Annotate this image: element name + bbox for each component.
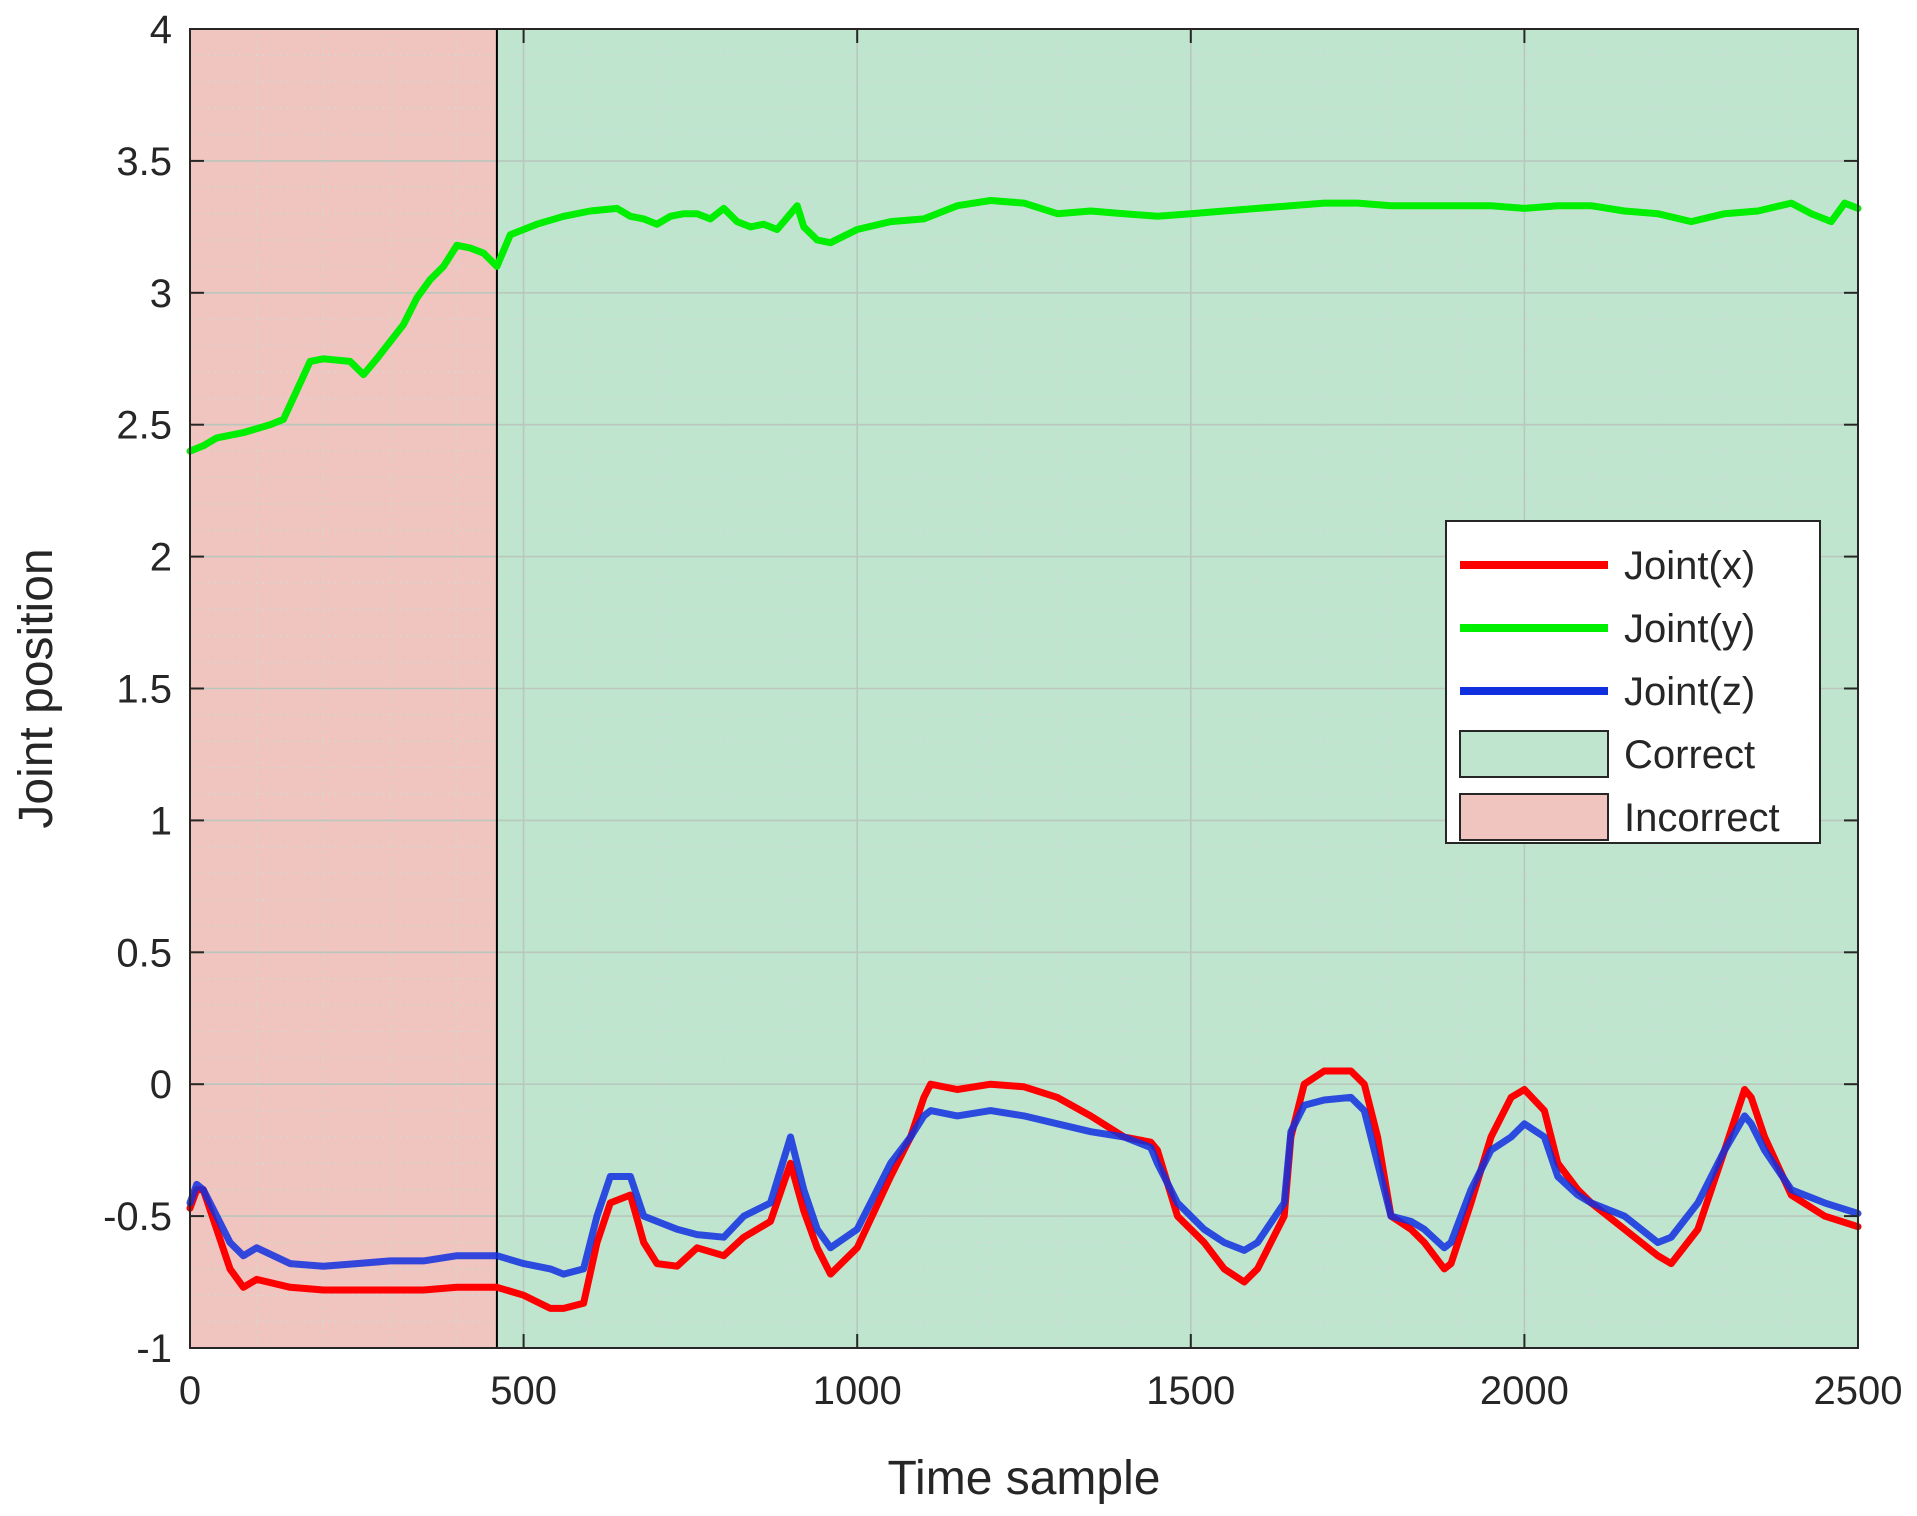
y-axis-title: Joint position <box>10 548 63 828</box>
legend-swatch-incorrect <box>1459 793 1609 841</box>
x-tick-label: 500 <box>490 1369 557 1413</box>
x-tick-label: 1500 <box>1146 1369 1235 1413</box>
legend-label-incorrect: Incorrect <box>1624 796 1780 840</box>
legend-label-correct: Correct <box>1624 733 1755 777</box>
y-tick-label: 4 <box>150 8 172 52</box>
legend-label-joint-z: Joint(z) <box>1624 670 1755 714</box>
series-line-joint-y <box>186 197 1862 455</box>
x-tick-label: 2000 <box>1480 1369 1569 1413</box>
y-tick-label: -0.5 <box>103 1195 172 1239</box>
y-tick-label: -1 <box>136 1327 172 1371</box>
x-axis-title: Time sample <box>888 1452 1161 1505</box>
legend-box <box>1445 520 1821 844</box>
y-tick-label: 0 <box>150 1063 172 1107</box>
x-tick-label: 1000 <box>813 1369 902 1413</box>
y-tick-label: 1.5 <box>116 668 172 712</box>
y-tick-label: 2.5 <box>116 404 172 448</box>
x-tick-label: 2500 <box>1814 1369 1903 1413</box>
y-tick-label: 3.5 <box>116 140 172 184</box>
legend-swatch-correct <box>1459 730 1609 778</box>
series-line-joint-z <box>186 1093 1862 1278</box>
y-tick-label: 3 <box>150 272 172 316</box>
series-line-joint-x <box>186 1067 1862 1312</box>
legend-label-joint-x: Joint(x) <box>1624 544 1755 588</box>
legend-label-joint-y: Joint(y) <box>1624 607 1755 651</box>
series-layer <box>186 197 1862 1312</box>
x-tick-label: 0 <box>179 1369 201 1413</box>
grid-layer <box>189 28 1859 1349</box>
y-tick-label: 0.5 <box>116 931 172 975</box>
y-tick-label: 1 <box>150 799 172 843</box>
y-tick-label: 2 <box>150 536 172 580</box>
legend: Joint(x) Joint(y) Joint(z) Correct Incorrect <box>1445 520 1821 844</box>
ticks-layer: 0 500 1000 1500 2000 2500 -1 -0.5 0 0.5 1 1.5 2 2.5 3 3… <box>103 8 1902 1413</box>
